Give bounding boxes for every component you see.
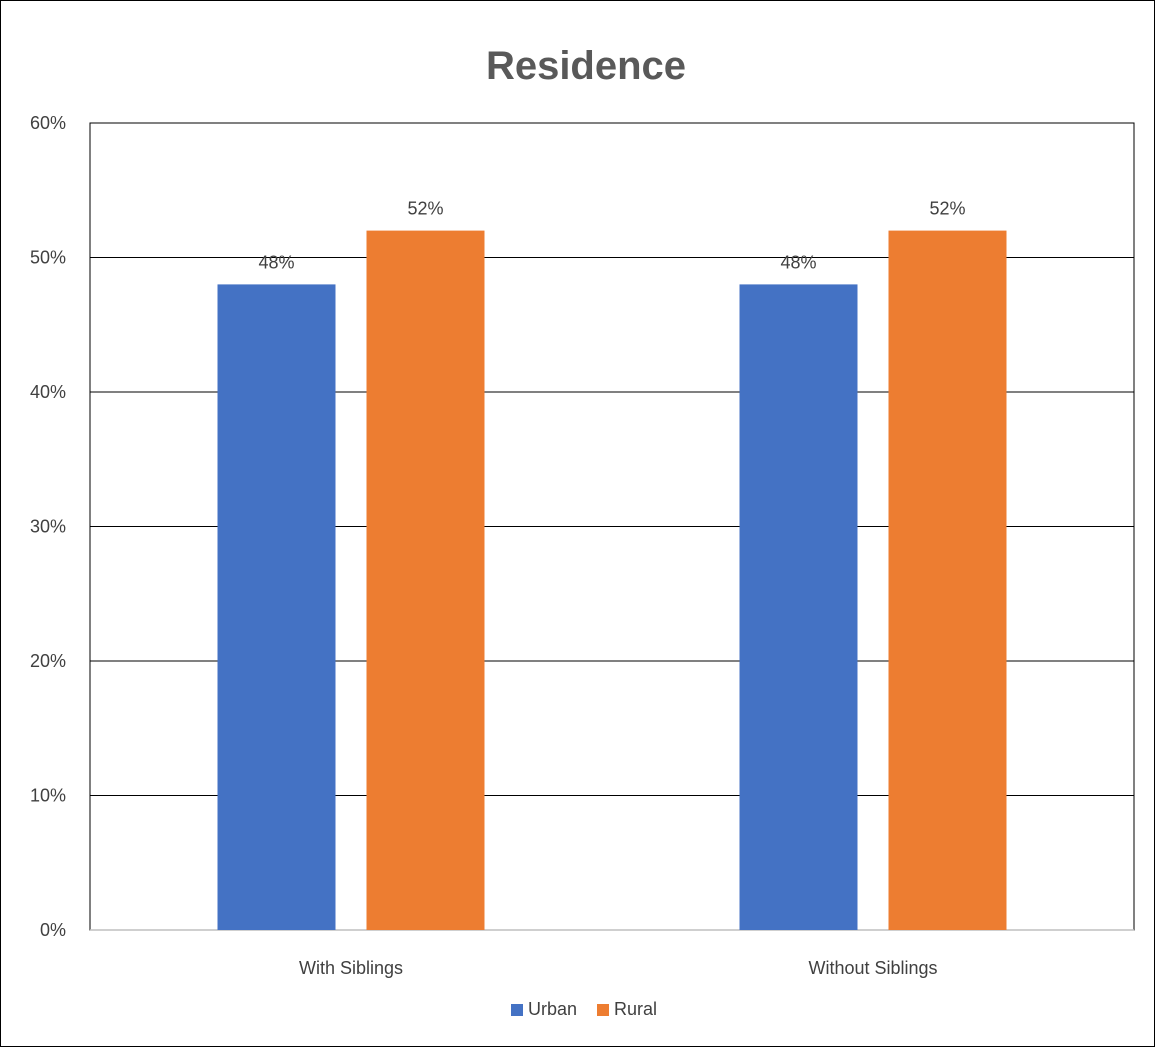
y-tick-label: 10% <box>30 786 66 806</box>
y-tick-label: 20% <box>30 651 66 671</box>
x-category-label: Without Siblings <box>808 958 937 978</box>
data-label: 52% <box>407 199 443 219</box>
bars <box>217 230 1007 931</box>
y-tick-label: 0% <box>40 920 66 940</box>
bar-urban <box>739 284 858 930</box>
bar-rural <box>888 230 1007 931</box>
bar-rural <box>366 230 485 931</box>
legend-swatch-rural <box>597 1004 609 1016</box>
y-tick-label: 40% <box>30 382 66 402</box>
data-label: 52% <box>929 199 965 219</box>
x-axis-categories: With Siblings Without Siblings <box>299 958 938 978</box>
chart-title: Residence <box>486 44 686 88</box>
y-tick-label: 50% <box>30 248 66 268</box>
y-tick-label: 30% <box>30 517 66 537</box>
legend-swatch-urban <box>511 1004 523 1016</box>
bar-urban <box>217 284 336 930</box>
data-label: 48% <box>780 252 816 272</box>
y-tick-label: 60% <box>30 113 66 133</box>
legend-label-rural: Rural <box>614 999 657 1019</box>
x-category-label: With Siblings <box>299 958 403 978</box>
legend-label-urban: Urban <box>528 999 577 1019</box>
legend: Urban Rural <box>511 999 657 1019</box>
data-label: 48% <box>258 252 294 272</box>
y-axis-ticks: 0% 10% 20% 30% 40% 50% 60% <box>30 113 66 940</box>
data-labels: 48% 52% 48% 52% <box>258 199 965 273</box>
